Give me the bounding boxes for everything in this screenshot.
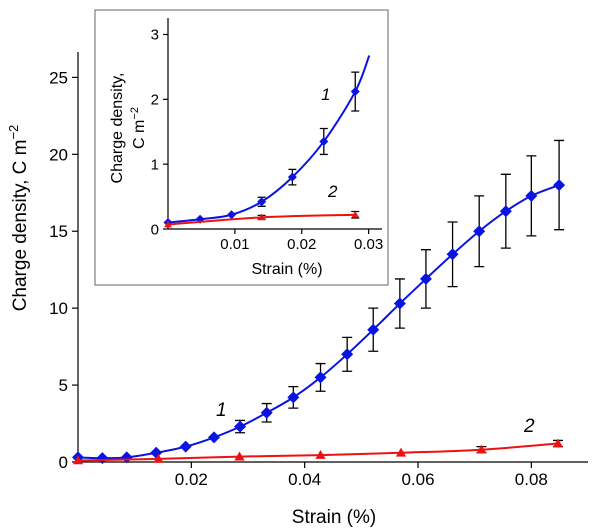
inset-series-1-point [287, 172, 297, 182]
main-series-1-point [473, 225, 486, 238]
inset-y-axis-label: Charge density, [109, 73, 126, 184]
main-x-tick-label: 0.06 [401, 470, 434, 489]
main-x-tick-label: 0.04 [288, 470, 321, 489]
main-y-tick-label: 20 [49, 145, 68, 164]
main-y-ticks: 0 5 10 15 20 25 [49, 68, 78, 472]
inset-y-tick-label: 0 [151, 221, 159, 238]
inset-x-tick-label: 0.02 [287, 236, 316, 253]
main-series-2-point [552, 438, 564, 448]
main-series-2-point [153, 453, 164, 463]
main-series-1-point [393, 297, 406, 310]
main-series-1-point [525, 189, 538, 202]
main-series-1-point [287, 391, 300, 404]
inset-y-tick-label: 2 [151, 92, 159, 109]
main-y-axis-label: Charge density, C m−2 [6, 125, 31, 312]
inset-series-1-point [227, 210, 237, 220]
inset-axes [167, 18, 382, 230]
main-y-tick-label: 10 [49, 299, 68, 318]
main-series-2-point [234, 451, 245, 461]
inset-x-ticks: 0.01 0.02 0.03 [220, 229, 383, 253]
main-series-1-point [341, 348, 354, 361]
inset-series-1-point [257, 197, 267, 207]
inset-y-tick-label: 1 [151, 156, 159, 173]
inset-series-2 [164, 210, 360, 228]
main-series-1-label: 1 [216, 400, 227, 421]
main-y-tick-label: 0 [59, 453, 68, 472]
main-series-2 [72, 438, 564, 465]
main-x-ticks: 0.02 0.04 0.06 0.08 [175, 462, 548, 489]
inset-x-tick-label: 0.03 [354, 236, 383, 253]
inset-series-2-label: 2 [327, 182, 338, 201]
main-series-1-point [150, 446, 163, 459]
inset-series-1 [163, 55, 371, 228]
main-series-1-point [179, 440, 192, 453]
inset-frame [94, 9, 389, 286]
inset-y-ticks: 0 1 2 3 [151, 27, 168, 238]
inset-series-2-point [351, 210, 360, 218]
main-series-2-point [395, 447, 407, 457]
main-series-1-point [314, 371, 327, 384]
inset-plot: 0.01 0.02 0.03 0 1 2 3 1 2 Strain (%) Charge … [94, 9, 389, 286]
main-series-1-point [234, 420, 247, 433]
inset-series-1-point [350, 87, 360, 97]
main-y-tick-label: 25 [49, 68, 68, 87]
main-series-1-point [499, 205, 512, 218]
main-series-1-point [260, 406, 273, 419]
inset-x-axis-label: Strain (%) [251, 261, 322, 278]
main-series-1-point [367, 323, 380, 336]
main-series-1-point [446, 248, 459, 261]
inset-y-axis-label-2: C m−2 [129, 107, 148, 149]
main-series-1-point [553, 179, 566, 192]
main-y-tick-label: 5 [59, 376, 68, 395]
inset-x-tick-label: 0.01 [220, 236, 249, 253]
main-x-tick-label: 0.08 [515, 470, 548, 489]
main-series-1-point [419, 272, 432, 285]
main-series-1 [72, 139, 566, 465]
main-series-2-point [315, 449, 326, 459]
main-series-2-label: 2 [523, 416, 535, 437]
main-y-tick-label: 15 [49, 222, 68, 241]
main-series-1-point [208, 431, 220, 444]
inset-series-1-point [319, 136, 329, 146]
inset-series-2-point [257, 213, 266, 221]
inset-series-2-point [164, 220, 172, 228]
main-series-2-point [476, 444, 487, 454]
inset-y-tick-label: 3 [151, 27, 159, 44]
main-series-2-point [72, 455, 84, 465]
inset-series-1-label: 1 [321, 85, 330, 104]
main-x-tick-label: 0.02 [175, 470, 208, 489]
main-x-axis-label: Strain (%) [292, 507, 376, 528]
main-series-1-point [96, 452, 109, 465]
